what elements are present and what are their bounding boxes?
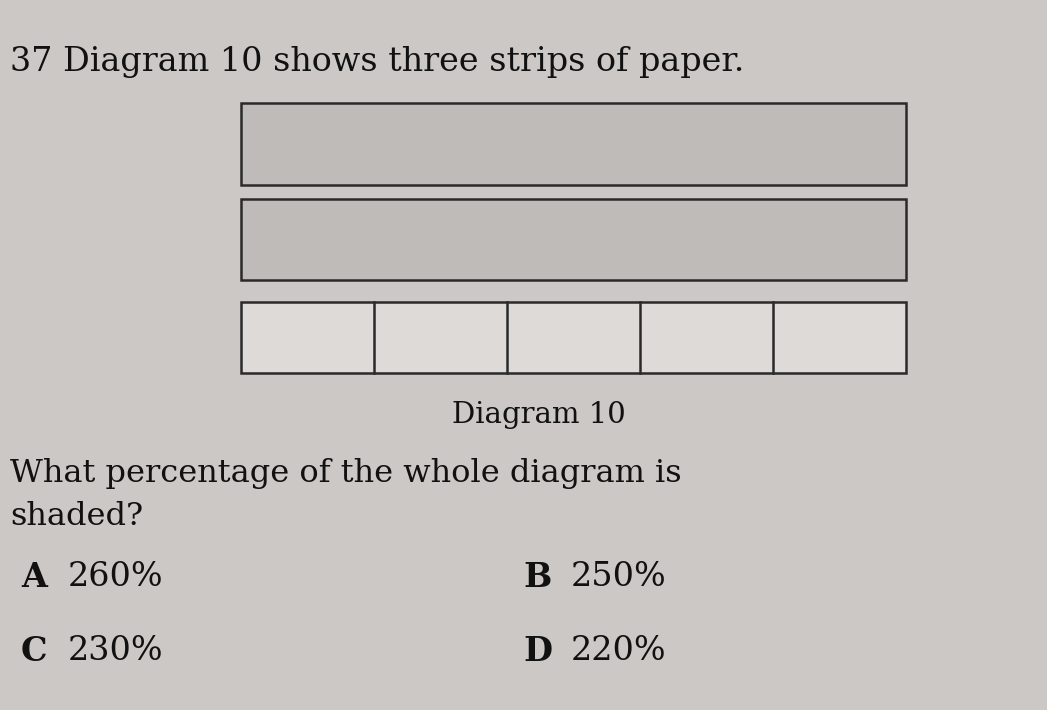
Text: C: C bbox=[21, 635, 47, 668]
Text: 250%: 250% bbox=[571, 561, 666, 593]
Text: A: A bbox=[21, 561, 47, 594]
Bar bbox=[241, 103, 906, 185]
Text: 230%: 230% bbox=[68, 635, 163, 667]
Text: Diagram 10: Diagram 10 bbox=[452, 401, 626, 429]
Text: 37 Diagram 10 shows three strips of paper.: 37 Diagram 10 shows three strips of pape… bbox=[10, 46, 744, 78]
Bar bbox=[241, 199, 906, 280]
Text: shaded?: shaded? bbox=[10, 501, 143, 532]
Bar bbox=[241, 302, 906, 373]
Text: D: D bbox=[524, 635, 553, 668]
Text: 220%: 220% bbox=[571, 635, 666, 667]
Text: What percentage of the whole diagram is: What percentage of the whole diagram is bbox=[10, 458, 682, 489]
Text: B: B bbox=[524, 561, 552, 594]
Text: 260%: 260% bbox=[68, 561, 163, 593]
